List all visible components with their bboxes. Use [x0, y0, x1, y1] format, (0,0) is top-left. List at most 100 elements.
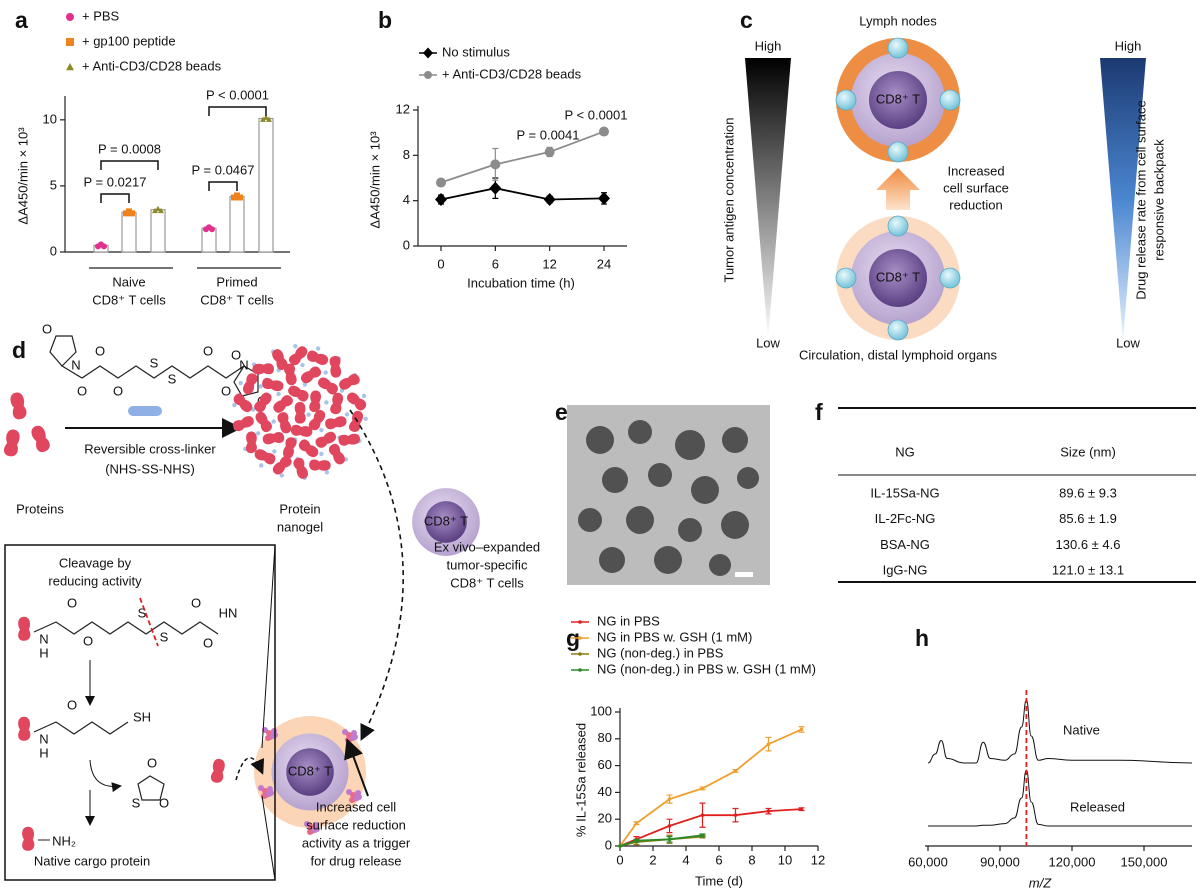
cell-nucleus	[286, 748, 334, 796]
surface-bead	[887, 319, 909, 341]
marker	[700, 786, 705, 791]
bracket	[208, 181, 238, 191]
protein	[325, 416, 347, 430]
surface-bead	[835, 267, 857, 289]
crosslink	[238, 380, 243, 386]
trace-label: Released	[1070, 799, 1125, 814]
scale-title: Drug release rate from cell surface	[1133, 100, 1148, 299]
up-arrow	[876, 168, 920, 210]
trace-label: Native	[1063, 722, 1100, 737]
table-header: NG	[895, 444, 915, 459]
caption: Ex vivo–expanded	[434, 539, 540, 554]
particle	[628, 420, 652, 444]
marker	[700, 833, 705, 838]
crosslink	[232, 402, 237, 408]
protein	[272, 349, 288, 370]
bond	[33, 621, 219, 635]
y-axis-label: % IL-15Sa released	[573, 723, 588, 837]
particle	[722, 427, 748, 453]
arrow	[89, 759, 122, 793]
y-axis-label: ΔA450/min × 10³	[15, 127, 30, 225]
inset-box	[4, 544, 276, 881]
p-value: P = 0.0041	[516, 127, 579, 142]
marker	[209, 226, 215, 233]
scale-label: High	[1115, 38, 1142, 53]
bond	[33, 721, 129, 735]
linker-icon	[128, 406, 162, 416]
crosslink	[315, 346, 321, 351]
x-tick-label: 150,000	[1121, 854, 1168, 869]
atom-label: O	[191, 595, 201, 610]
table-cell: BSA-NG	[880, 537, 930, 552]
backpack-gel	[354, 795, 360, 801]
protein	[243, 373, 258, 395]
protein	[254, 392, 272, 413]
bar	[121, 211, 137, 253]
group-label: CD8⁺ T cells	[200, 292, 274, 307]
cell-label: CD8⁺ T	[876, 269, 920, 284]
legend-marker	[578, 620, 582, 624]
protein	[31, 425, 50, 453]
table-cell: IL-15Sa-NG	[870, 485, 939, 500]
particle	[586, 426, 614, 454]
x-tick-label: 6	[715, 852, 722, 867]
atom-label: O	[113, 383, 123, 398]
table-cell: 89.6 ± 9.3	[1059, 485, 1117, 500]
protein	[346, 392, 367, 411]
p-value: P = 0.0217	[83, 174, 146, 189]
atom-label: O	[203, 635, 213, 650]
marker	[799, 807, 804, 811]
surface-bead	[887, 37, 909, 59]
marker	[490, 159, 501, 170]
y-tick-label: 40	[598, 784, 612, 799]
panel-label: f	[815, 399, 823, 425]
marker	[544, 146, 555, 157]
legend-label: + gp100 peptide	[82, 33, 176, 48]
p-value: P < 0.0001	[564, 107, 627, 122]
marker	[263, 114, 269, 120]
particle	[691, 476, 719, 504]
particle	[602, 467, 628, 493]
x-tick-label: 0	[437, 256, 444, 271]
y-tick-label: 60	[598, 757, 612, 772]
arrow-label: reduction	[949, 197, 1002, 212]
particle	[675, 430, 705, 460]
protein	[315, 431, 336, 448]
arrow	[344, 738, 369, 797]
caption: Increased cell	[316, 799, 396, 814]
y-tick-label: 0	[605, 837, 612, 852]
atom-label: S	[168, 371, 177, 386]
backpack-gel	[350, 735, 356, 741]
marker	[435, 193, 447, 207]
y-tick-label: 10	[43, 111, 57, 126]
atom-label: H	[39, 645, 48, 660]
atom-label: O	[67, 595, 77, 610]
atom-label: N	[39, 731, 48, 746]
protein	[329, 356, 342, 378]
protein	[252, 363, 274, 375]
protein	[349, 410, 364, 432]
legend-marker	[424, 71, 432, 79]
protein	[4, 429, 20, 457]
spectrum-trace	[927, 769, 1192, 827]
protein	[290, 424, 313, 437]
backpack-gel	[349, 797, 355, 803]
protein	[10, 392, 27, 420]
protein	[288, 385, 309, 402]
crosslink	[259, 463, 264, 468]
marker	[634, 838, 639, 843]
protein	[18, 616, 31, 641]
x-tick-label: 24	[597, 256, 611, 271]
x-axis-label: m/Z	[1029, 875, 1052, 890]
protein	[232, 416, 254, 432]
crosslink	[300, 362, 305, 368]
atom-label: O	[42, 321, 52, 336]
crosslink	[276, 391, 281, 397]
protein	[289, 346, 308, 366]
protein	[262, 377, 284, 392]
protein	[318, 377, 338, 395]
legend-label: NG (non-deg.) in PBS w. GSH (1 mM)	[597, 661, 816, 676]
marker	[766, 742, 771, 746]
marker	[237, 194, 243, 201]
